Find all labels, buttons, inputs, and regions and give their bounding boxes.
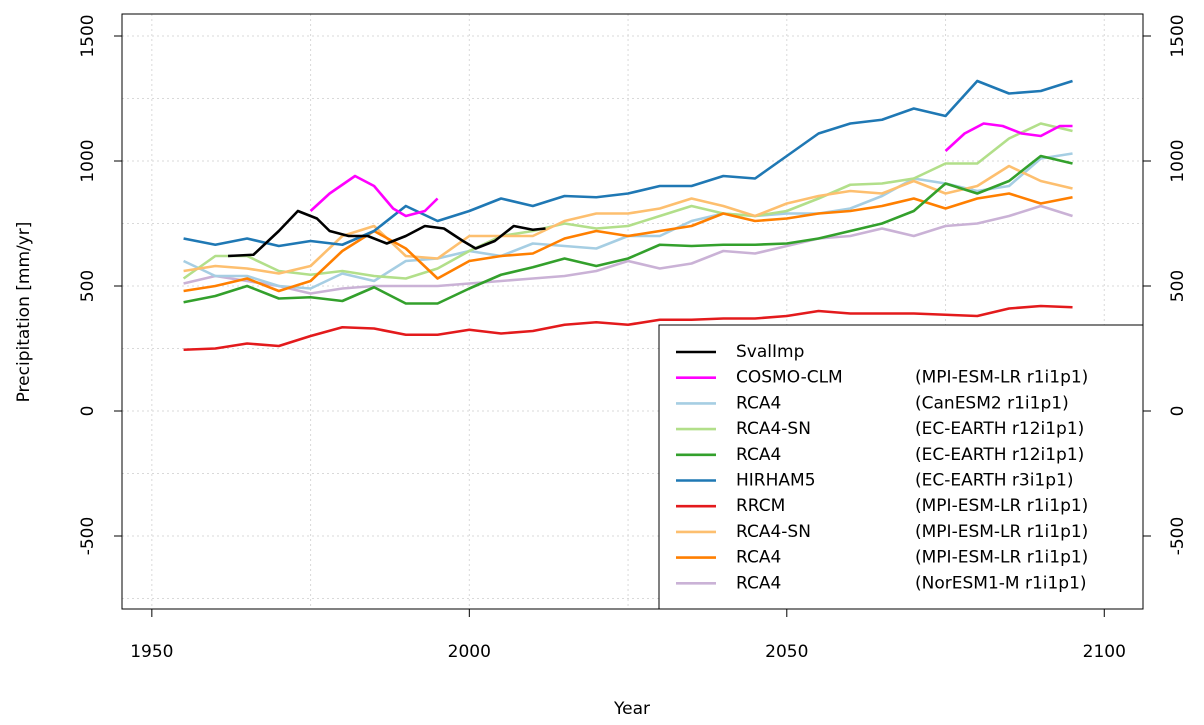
legend-driver: (EC-EARTH r12i1p1) (915, 445, 1084, 465)
legend-label: RCA4 (736, 548, 781, 568)
series-line (183, 304, 1073, 352)
legend-driver: (MPI-ESM-LR r1i1p1) (915, 548, 1088, 568)
y2-tick-label: 1500 (1168, 14, 1188, 57)
legend-label: RCA4 (736, 445, 781, 465)
legend-driver: (MPI-ESM-LR r1i1p1) (915, 368, 1088, 388)
x-axis-title: Year (613, 699, 650, 719)
legend-driver: (EC-EARTH r12i1p1) (915, 419, 1084, 439)
legend-label: RCA4 (736, 393, 781, 413)
y-axis-title: Precipitation [mm/yr] (14, 222, 34, 403)
x-tick-label: 2100 (1083, 642, 1126, 662)
series-line (183, 204, 1073, 295)
series-line (309, 122, 1073, 218)
legend-label: RCA4-SN (736, 419, 811, 439)
x-tick-label: 2000 (448, 642, 491, 662)
y2-tick-label: 1000 (1168, 139, 1188, 182)
x-tick-label: 2050 (765, 642, 808, 662)
y2-tick-label: 500 (1168, 270, 1188, 302)
plot-frame (121, 13, 1144, 610)
y-tick-label: 500 (78, 270, 98, 302)
y2-tick-label: 0 (1168, 406, 1188, 417)
legend-label: COSMO-CLM (736, 368, 843, 388)
series-line (183, 79, 1073, 248)
y-tick-label: -500 (78, 517, 98, 556)
y-tick-label: 1000 (78, 139, 98, 182)
legend-label: SvalImp (736, 342, 804, 362)
legend-driver: (MPI-ESM-LR r1i1p1) (915, 522, 1088, 542)
series-line (183, 154, 1073, 305)
legend-driver: (EC-EARTH r3i1p1) (915, 471, 1073, 491)
legend-driver: (NorESM1-M r1i1p1) (915, 573, 1087, 593)
y2-tick-label: -500 (1168, 517, 1188, 556)
series-line (227, 209, 546, 258)
legend-box (658, 324, 1144, 610)
series-line (182, 122, 1073, 280)
legend-label: RCA4 (736, 573, 781, 593)
legend-label: RRCM (736, 496, 785, 516)
legend-label: RCA4-SN (736, 522, 811, 542)
y-tick-label: 0 (78, 406, 98, 417)
legend-driver: (MPI-ESM-LR r1i1p1) (915, 496, 1088, 516)
legend-driver: (CanESM2 r1i1p1) (915, 393, 1069, 413)
x-tick-label: 1950 (130, 642, 173, 662)
legend-label: HIRHAM5 (736, 471, 816, 491)
y-tick-label: 1500 (78, 14, 98, 57)
series-line (183, 164, 1073, 275)
